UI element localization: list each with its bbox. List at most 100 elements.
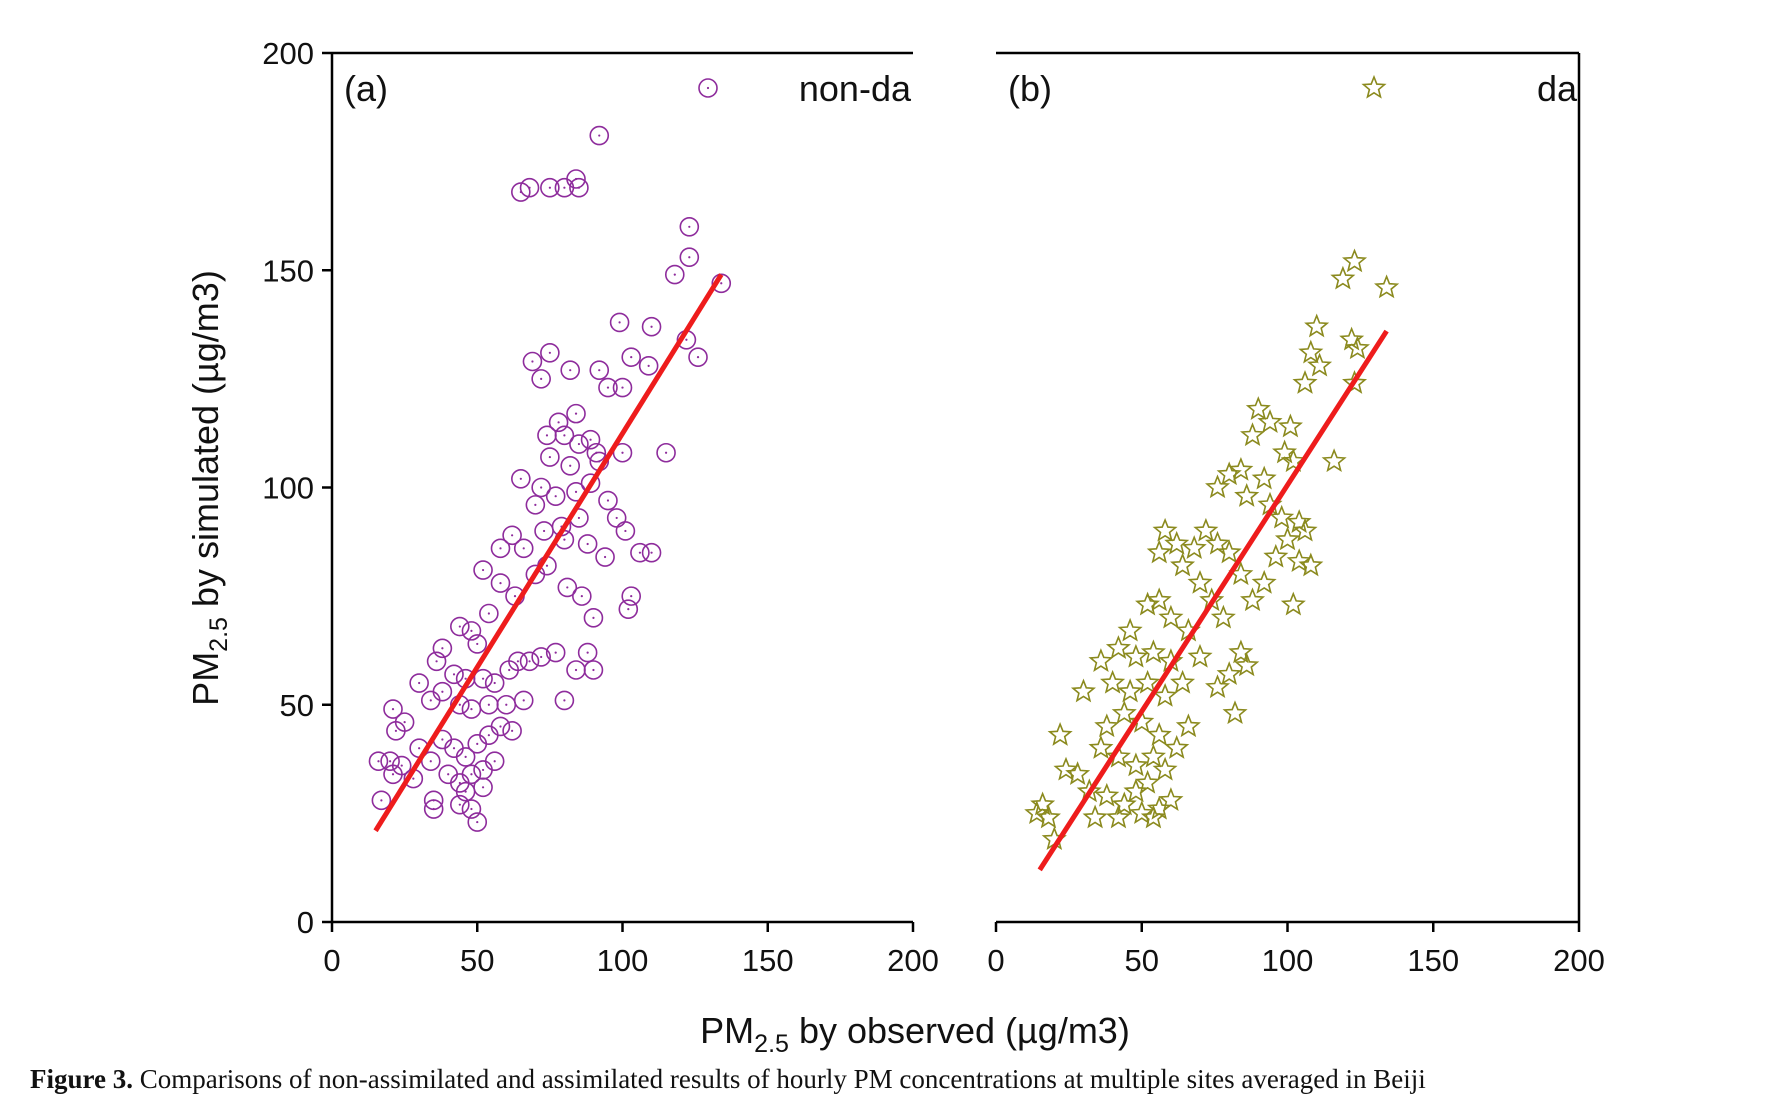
- star-marker: [1216, 461, 1242, 486]
- circle-marker: [490, 573, 511, 593]
- circle-ring: [595, 547, 615, 567]
- circle-marker: [461, 699, 482, 719]
- circle-ring: [383, 699, 403, 719]
- circle-ring: [679, 217, 700, 237]
- circle-ring: [598, 377, 618, 398]
- circle-dot: [505, 703, 508, 706]
- circle-dot: [548, 455, 551, 459]
- circle-dot: [630, 595, 633, 598]
- circle-dot: [522, 547, 525, 550]
- caption: Figure 3. Comparisons of non-assimilated…: [30, 1064, 1426, 1094]
- circle-ring: [461, 621, 482, 641]
- circle-ring: [583, 608, 604, 628]
- star-marker: [1292, 517, 1318, 542]
- circle-ring: [511, 469, 531, 489]
- star-marker: [1152, 756, 1178, 781]
- star-marker: [1286, 548, 1312, 573]
- y-label-sub: 2.5: [205, 617, 233, 652]
- circle-marker: [450, 794, 470, 815]
- circle-marker: [473, 560, 493, 580]
- circle-dot: [476, 820, 479, 824]
- circle-ring: [522, 351, 543, 372]
- x-tick-label: 150: [1407, 943, 1459, 978]
- star-marker: [1152, 517, 1178, 542]
- star-marker: [1152, 682, 1178, 707]
- star-marker: [1146, 539, 1172, 564]
- circle-ring: [641, 316, 662, 337]
- circle-marker: [688, 347, 708, 367]
- circle-marker: [467, 634, 488, 654]
- circle-marker: [630, 542, 650, 563]
- circle-dot: [554, 495, 557, 498]
- circle-dot: [603, 555, 607, 559]
- star-marker: [1321, 448, 1347, 473]
- star-marker: [1361, 74, 1387, 99]
- circle-dot: [487, 703, 490, 706]
- x-tick-label: 200: [887, 943, 939, 978]
- circle-ring: [589, 125, 610, 146]
- circle-dot: [452, 747, 456, 750]
- circle-dot: [563, 699, 566, 702]
- circle-dot: [481, 768, 485, 772]
- circle-ring: [409, 673, 429, 693]
- circle-marker: [679, 247, 700, 268]
- circle-ring: [554, 690, 575, 711]
- circle-dot: [487, 612, 490, 615]
- star-marker: [1342, 370, 1368, 394]
- circle-marker: [577, 642, 598, 663]
- y-tick-label: 200: [262, 36, 314, 71]
- circle-marker: [479, 603, 499, 624]
- circle-marker: [432, 681, 453, 702]
- circle-dot: [464, 790, 467, 793]
- circle-dot: [618, 321, 621, 324]
- circle-ring: [461, 764, 482, 785]
- star-marker: [1088, 735, 1114, 759]
- circle-dot: [580, 595, 583, 598]
- circle-dot: [389, 760, 392, 763]
- circle-dot: [441, 690, 444, 693]
- circle-marker: [656, 442, 676, 463]
- circle-marker: [609, 312, 630, 333]
- x-tick-label: 0: [323, 943, 340, 978]
- circle-ring: [557, 577, 578, 598]
- circle-marker: [525, 495, 546, 515]
- circle-ring: [473, 668, 493, 689]
- circle-marker: [583, 608, 604, 628]
- star-marker: [1094, 782, 1120, 807]
- circle-dot: [569, 369, 572, 372]
- circle-marker: [679, 217, 700, 237]
- x-axis-label: PM2.5 by observed (µg/m3): [700, 1010, 1130, 1058]
- star-marker: [1205, 530, 1231, 555]
- circle-ring: [455, 747, 476, 767]
- circle-marker: [461, 764, 482, 785]
- circle-ring: [490, 573, 511, 593]
- circle-marker: [534, 521, 554, 541]
- circle-dot: [574, 412, 578, 415]
- circle-marker: [548, 412, 569, 433]
- circle-dot: [577, 516, 581, 520]
- circle-dot: [557, 421, 560, 424]
- circle-marker: [554, 690, 575, 711]
- circle-dot: [696, 356, 700, 359]
- circle-dot: [574, 490, 578, 493]
- circle-ring: [586, 442, 607, 463]
- circle-dot: [673, 273, 676, 276]
- circle-ring: [560, 360, 581, 380]
- circle-ring: [688, 347, 708, 367]
- x-tick-label: 50: [460, 943, 494, 978]
- circle-dot: [720, 282, 723, 285]
- star-marker: [1205, 474, 1231, 499]
- x-tick-label: 200: [1553, 943, 1605, 978]
- circle-ring: [484, 673, 505, 693]
- panel-label: (b): [1008, 68, 1052, 109]
- star-marker: [1164, 735, 1190, 759]
- circle-ring: [577, 642, 598, 663]
- x-tick-label: 0: [987, 943, 1004, 978]
- circle-dot: [394, 729, 398, 732]
- circle-ring: [473, 560, 493, 580]
- star-marker: [1140, 804, 1166, 829]
- circle-marker: [566, 403, 586, 424]
- circle-marker: [560, 455, 581, 476]
- y-tick-label: 150: [262, 253, 314, 288]
